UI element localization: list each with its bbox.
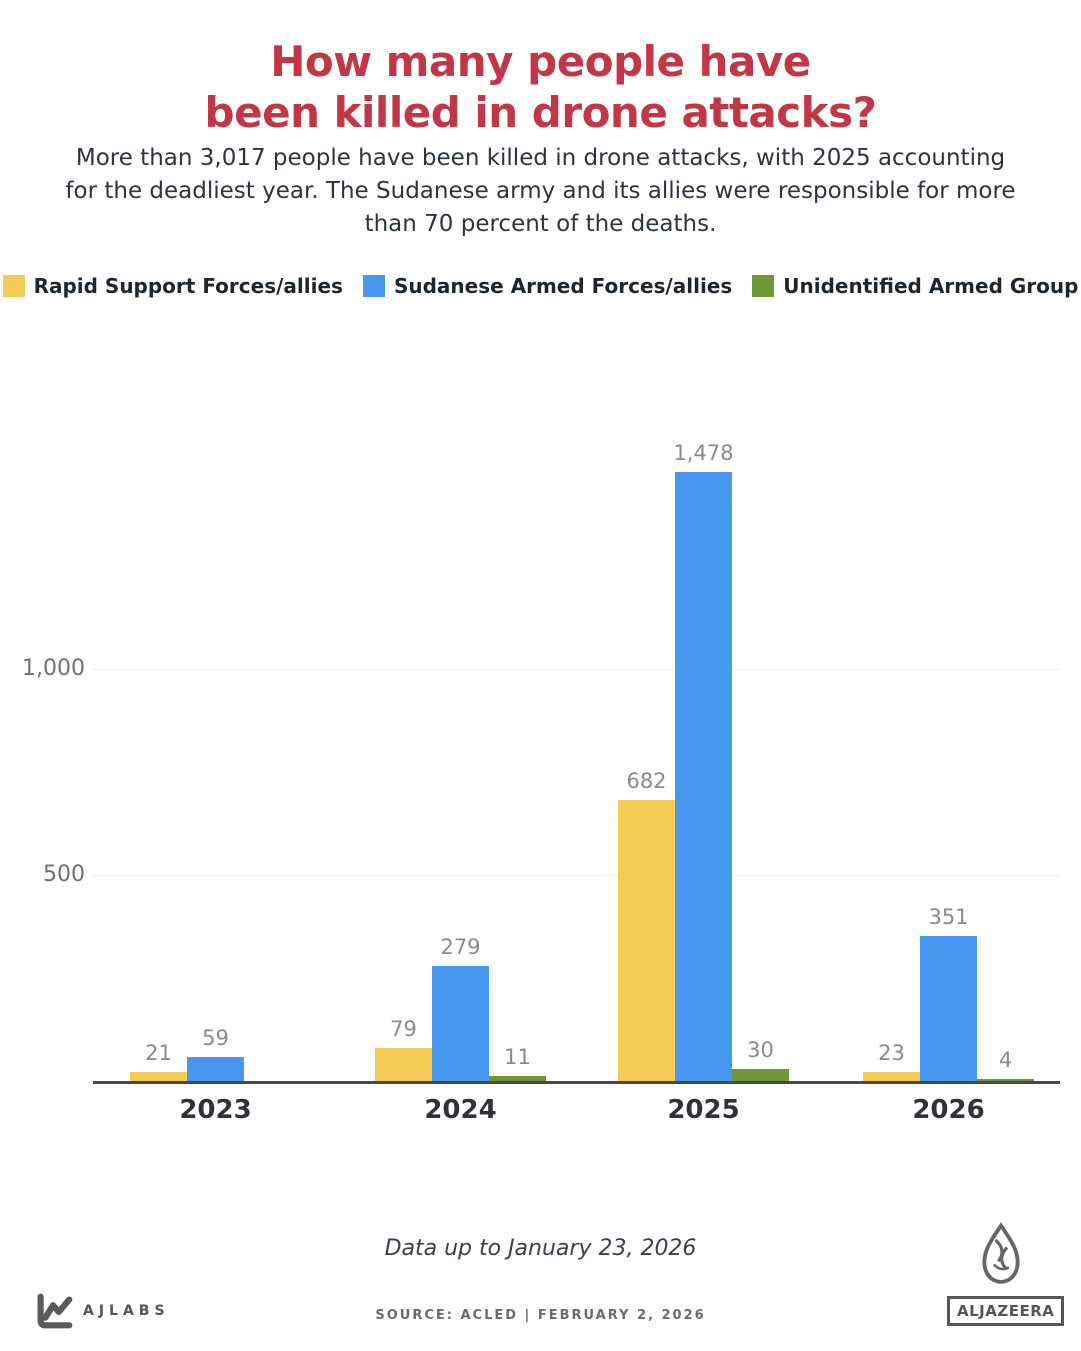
legend-item-label: Unidentified Armed Group [783, 274, 1079, 298]
saf-bar-2025 [675, 472, 732, 1081]
aljazeera-flame-icon [969, 1222, 1033, 1288]
legend-item-2: Unidentified Armed Group [752, 274, 1078, 298]
page-title: How many people have been killed in dron… [0, 36, 1081, 138]
rsf-bar-2025 [618, 800, 675, 1081]
saf-bar-value-2026: 351 [928, 905, 969, 930]
data-note: Data up to January 23, 2026 [384, 1236, 697, 1261]
saf-bar-value-2023: 59 [202, 1025, 229, 1050]
ajlabs-chart-icon [33, 1290, 75, 1332]
rsf-bar-2023 [130, 1072, 187, 1081]
saf-bar-2026 [920, 936, 977, 1081]
y-axis-tick-500: 500 [43, 862, 85, 887]
aljazeera-logo: ALJAZEERA [947, 1222, 1065, 1326]
x-axis-label-2023: 2023 [179, 1095, 252, 1125]
y-axis-tick-1000: 1,000 [22, 656, 85, 681]
uag-bar-2026 [977, 1079, 1034, 1081]
page-subtitle: More than 3,017 people have been killed … [65, 145, 1016, 237]
uag-bar-2025 [732, 1068, 789, 1081]
x-axis-label-2026: 2026 [912, 1095, 985, 1125]
bar-chart: 500 1,000 21 79 682 23 59 279 1,478 351 11 30 4 2023 2… [0, 430, 1081, 1130]
uag-bar-2024 [489, 1076, 546, 1081]
saf-bar-value-2025: 1,478 [673, 441, 734, 466]
legend-item-0: Rapid Support Forces/allies [2, 274, 343, 298]
legend-item-1: Sudanese Armed Forces/allies [362, 274, 733, 298]
chart-legend: Rapid Support Forces/allies Sudanese Arme… [0, 274, 1081, 298]
uag-bar-value-2025: 30 [747, 1037, 774, 1062]
page-title-line2: been killed in drone attacks? [204, 88, 877, 137]
gridline-1000 [93, 669, 1060, 670]
rsf-bar-2026 [863, 1071, 920, 1081]
legend-swatch-icon [362, 275, 385, 297]
ajlabs-label: AJLABS [83, 1303, 170, 1319]
x-axis-label-2025: 2025 [667, 1095, 740, 1125]
rsf-bar-value-2023: 21 [145, 1041, 172, 1066]
legend-swatch-icon [752, 275, 775, 297]
rsf-bar-2024 [375, 1048, 432, 1081]
legend-item-label: Rapid Support Forces/allies [33, 274, 343, 298]
ajlabs-logo: AJLABS [33, 1290, 170, 1332]
saf-bar-2024 [432, 966, 489, 1081]
rsf-bar-value-2024: 79 [390, 1017, 417, 1042]
page-title-line1: How many people have [270, 37, 811, 86]
x-axis-label-2024: 2024 [424, 1095, 497, 1125]
legend-item-label: Sudanese Armed Forces/allies [393, 274, 733, 298]
x-axis-line [93, 1081, 1060, 1084]
rsf-bar-value-2026: 23 [878, 1040, 905, 1065]
gridline-500 [93, 875, 1060, 876]
aljazeera-label: ALJAZEERA [947, 1296, 1065, 1326]
legend-swatch-icon [2, 275, 25, 297]
uag-bar-value-2024: 11 [504, 1045, 531, 1070]
rsf-bar-value-2025: 682 [626, 769, 667, 794]
uag-bar-value-2026: 4 [998, 1048, 1013, 1073]
saf-bar-2023 [187, 1056, 244, 1081]
source-line: SOURCE: ACLED | FEBRUARY 2, 2026 [375, 1308, 706, 1323]
saf-bar-value-2024: 279 [440, 935, 481, 960]
